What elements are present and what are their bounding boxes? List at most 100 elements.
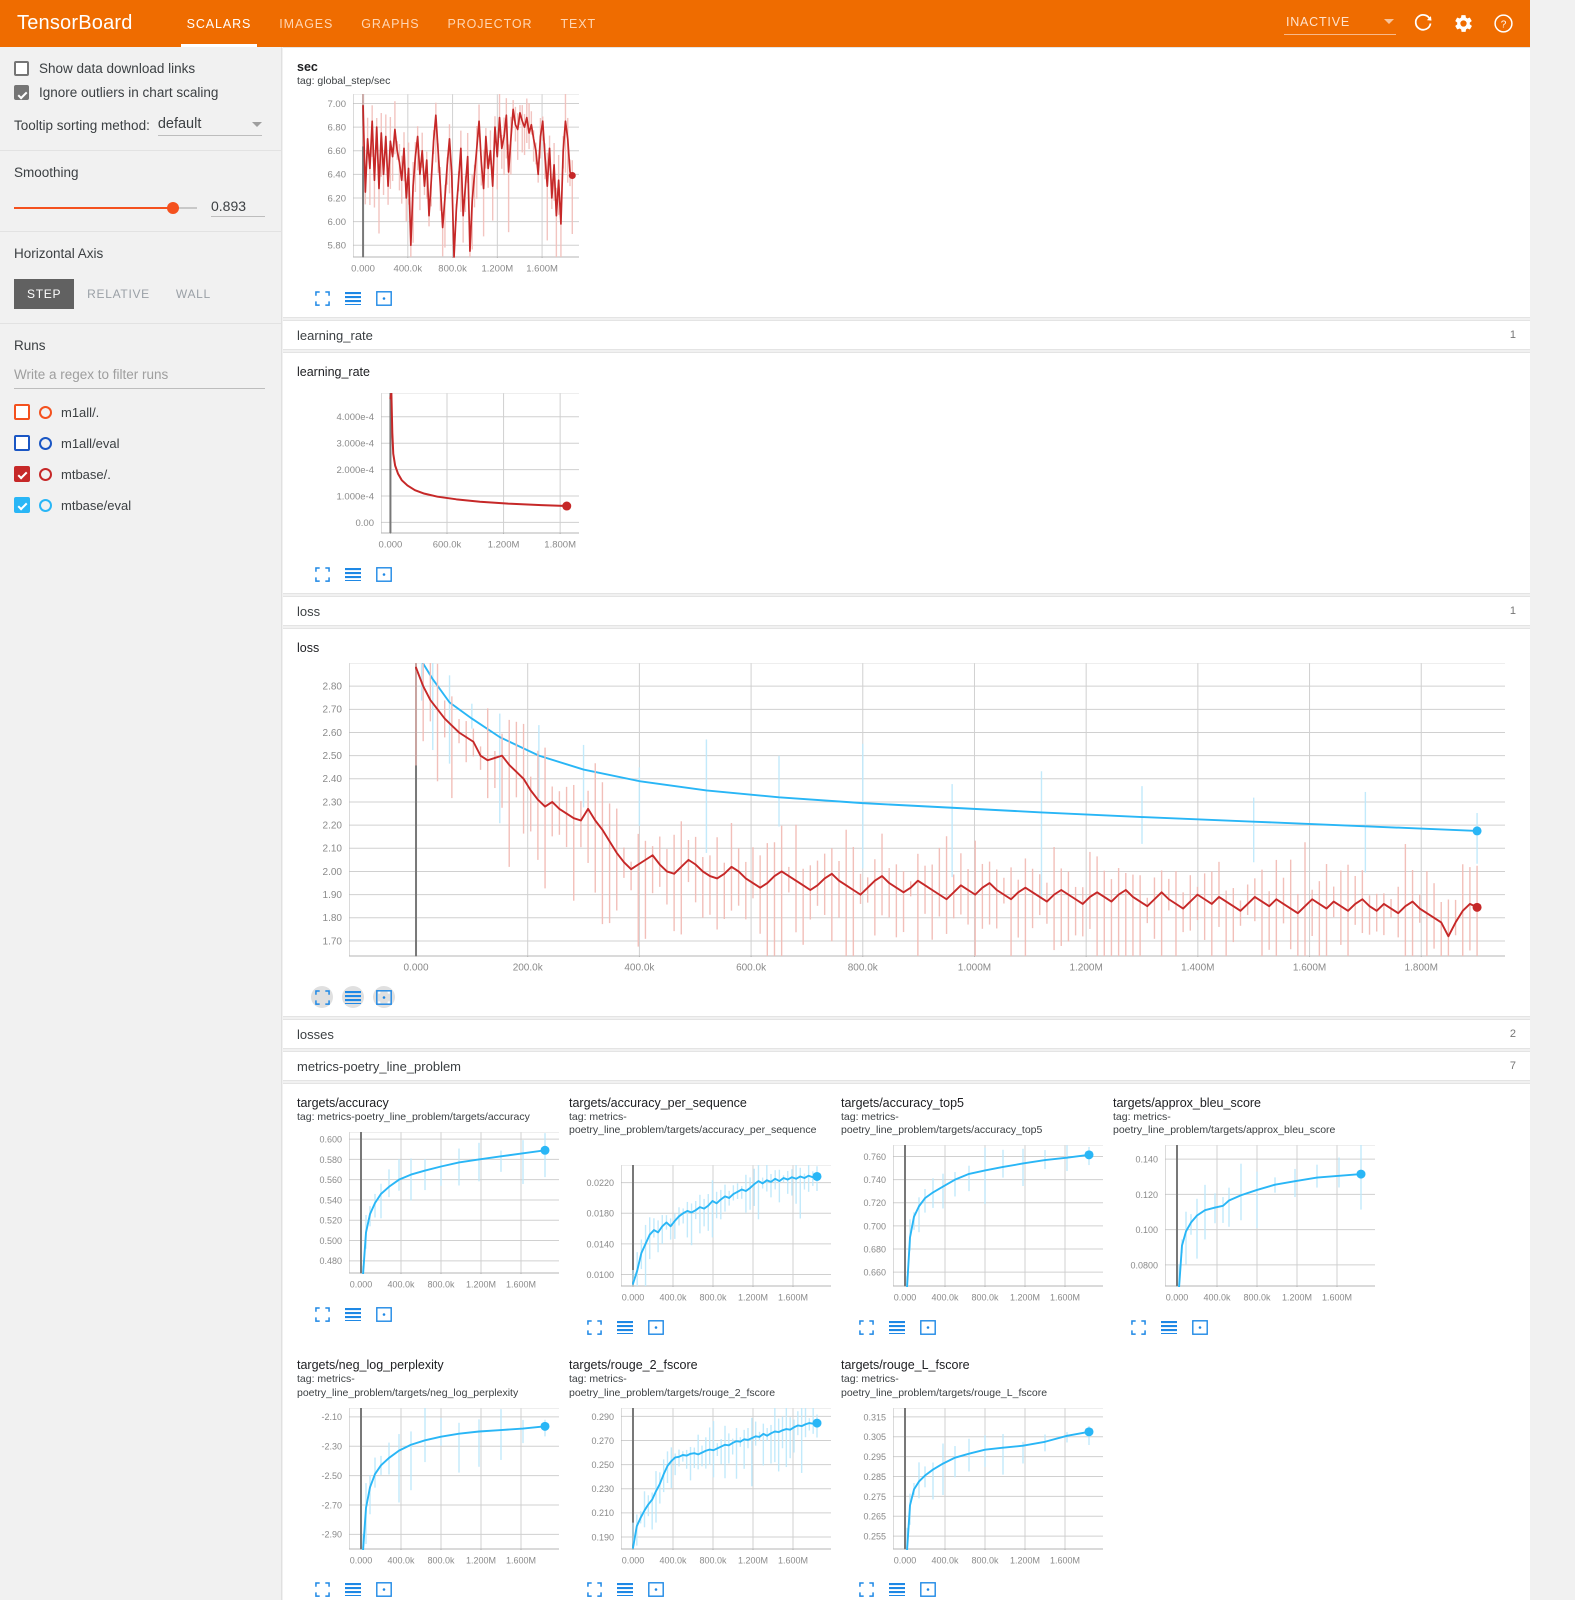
plot-loss[interactable]: 1.70 1.80 1.90 2.00 2.10 2.20 2.30 2.40 2.50 2.60…	[297, 655, 1519, 983]
axis-button-step[interactable]: STEP	[14, 279, 75, 309]
plot-targets_approx_bleu_score[interactable]: 0.0800 0.100 0.120 0.140 0.000 400.0k 800.0k 1.…	[1113, 1137, 1385, 1313]
series-band	[632, 1165, 818, 1287]
plot-targets_neg_log_perplexity[interactable]: -2.90 -2.70 -2.50 -2.30 -2.10 0.000 400.0k 800.…	[297, 1399, 569, 1575]
run-checkbox-icon[interactable]	[14, 497, 30, 513]
smoothing-slider[interactable]	[14, 201, 197, 215]
chart-toolbar	[841, 1579, 1099, 1600]
tab-projector[interactable]: PROJECTOR	[447, 16, 533, 31]
plot-targets_accuracy[interactable]: 0.480 0.500 0.520 0.540 0.560 0.580 0.600 0.000…	[297, 1124, 569, 1300]
axis-button-wall[interactable]: WALL	[175, 287, 211, 301]
chart-title: targets/rouge_2_fscore	[569, 1358, 698, 1373]
plot-sec[interactable]: 5.80 6.00 6.20 6.40 6.60 6.80 7.00 0.000 400.0k 8…	[297, 88, 587, 284]
run-row-2[interactable]: mtbase/.	[14, 466, 265, 482]
svg-text:3.000e-4: 3.000e-4	[336, 439, 374, 450]
toggle-lines-icon[interactable]	[614, 1579, 636, 1600]
checkbox-row-1[interactable]: Ignore outliers in chart scaling	[14, 85, 265, 100]
toggle-lines-icon[interactable]	[886, 1316, 908, 1338]
section-name: losses	[297, 1026, 334, 1042]
expand-icon[interactable]	[311, 986, 333, 1009]
run-status-dropdown[interactable]: INACTIVE	[1283, 13, 1396, 35]
expand-icon[interactable]	[855, 1579, 877, 1600]
expand-icon[interactable]	[311, 287, 333, 309]
run-checkbox-icon[interactable]	[14, 466, 30, 482]
smoothing-value[interactable]: 0.893	[211, 198, 265, 217]
toggle-lines-icon[interactable]	[342, 563, 364, 585]
toggle-lines-icon[interactable]	[342, 1303, 364, 1325]
series-band	[420, 663, 1478, 900]
toggle-lines-icon[interactable]	[614, 1316, 636, 1338]
section-header-metrics-poetry_line_problem[interactable]: metrics-poetry_line_problem 7	[283, 1051, 1530, 1082]
run-color-circle-icon[interactable]	[39, 405, 52, 419]
series-line	[1178, 1173, 1362, 1290]
run-color-circle-icon[interactable]	[39, 498, 52, 512]
toggle-lines-icon[interactable]	[342, 287, 364, 309]
expand-icon[interactable]	[311, 563, 333, 585]
axis-button-relative[interactable]: RELATIVE	[87, 287, 150, 301]
reset-zoom-icon[interactable]	[645, 1316, 667, 1338]
checkbox-row-0[interactable]: Show data download links	[14, 61, 265, 76]
gear-icon[interactable]	[1450, 11, 1476, 37]
toggle-lines-icon[interactable]	[342, 986, 364, 1009]
last-point-marker	[540, 1146, 550, 1156]
svg-text:800.0k: 800.0k	[438, 264, 467, 275]
section-header-loss[interactable]: loss 1	[283, 596, 1530, 627]
reset-zoom-icon[interactable]	[917, 1316, 939, 1338]
reset-zoom-icon[interactable]	[1189, 1316, 1211, 1338]
metrics-cell: targets/rouge_2_fscore tag: metrics-poetr…	[555, 1358, 841, 1600]
toggle-lines-icon[interactable]	[886, 1579, 908, 1600]
section-header-losses[interactable]: losses 2	[283, 1019, 1530, 1050]
metrics-cell: targets/accuracy_per_sequence tag: metric…	[555, 1096, 841, 1338]
section-header-learning_rate[interactable]: learning_rate 1	[283, 320, 1530, 351]
svg-text:1.200M: 1.200M	[1069, 963, 1102, 974]
plot-targets_rouge_2_fscore[interactable]: 0.190 0.210 0.230 0.250 0.270 0.290 0.000 400.0…	[569, 1399, 841, 1575]
expand-icon[interactable]	[311, 1579, 333, 1600]
svg-text:0.000: 0.000	[350, 1555, 373, 1565]
reset-zoom-icon[interactable]	[373, 986, 395, 1009]
expand-icon[interactable]	[583, 1316, 605, 1338]
run-row-3[interactable]: mtbase/eval	[14, 497, 265, 513]
reset-zoom-icon[interactable]	[373, 1579, 395, 1600]
toggle-lines-icon[interactable]	[1158, 1316, 1180, 1338]
reset-zoom-icon[interactable]	[373, 287, 395, 309]
tooltip-sorting-select[interactable]: default	[157, 116, 262, 136]
expand-icon[interactable]	[311, 1303, 333, 1325]
plot-learning_rate[interactable]: 0.00 1.000e-4 2.000e-4 3.000e-4 4.000e-4 0.00…	[297, 379, 587, 560]
refresh-icon[interactable]	[1410, 11, 1436, 37]
tab-graphs[interactable]: GRAPHS	[361, 16, 420, 31]
run-label: mtbase/eval	[61, 497, 132, 513]
reset-zoom-icon[interactable]	[373, 1303, 395, 1325]
series-line	[906, 1430, 1090, 1552]
plot-targets_accuracy_per_sequence[interactable]: 0.0100 0.0140 0.0180 0.0220 0.000 400.0k 800.0…	[569, 1137, 841, 1313]
expand-icon[interactable]	[1127, 1316, 1149, 1338]
reset-zoom-icon[interactable]	[645, 1579, 667, 1600]
section-count: 7	[1509, 1060, 1516, 1073]
svg-text:1.600M: 1.600M	[778, 1293, 808, 1303]
chart-tag: tag: metrics-poetry_line_problem/targets…	[297, 1111, 530, 1124]
section-count: 1	[1509, 605, 1516, 618]
run-row-1[interactable]: m1all/eval	[14, 435, 265, 451]
help-icon[interactable]: ?	[1490, 11, 1516, 37]
toggle-lines-icon[interactable]	[342, 1579, 364, 1600]
runs-filter-input[interactable]	[14, 363, 265, 389]
run-checkbox-icon[interactable]	[14, 404, 30, 420]
svg-text:800.0k: 800.0k	[699, 1293, 727, 1303]
tab-text[interactable]: TEXT	[560, 16, 597, 31]
reset-zoom-icon[interactable]	[917, 1579, 939, 1600]
slider-knob[interactable]	[167, 201, 180, 214]
svg-text:1.600M: 1.600M	[1050, 1293, 1080, 1303]
run-color-circle-icon[interactable]	[39, 436, 52, 450]
tab-scalars[interactable]: SCALARS	[173, 0, 266, 47]
run-checkbox-icon[interactable]	[14, 435, 30, 451]
svg-text:-2.70: -2.70	[321, 1500, 342, 1510]
checkbox-icon[interactable]	[14, 61, 29, 76]
expand-icon[interactable]	[583, 1579, 605, 1600]
plot-targets_rouge_L_fscore[interactable]: 0.255 0.265 0.275 0.285 0.295 0.305 0.315 0.000…	[841, 1399, 1113, 1575]
run-color-circle-icon[interactable]	[39, 467, 52, 481]
svg-text:0.560: 0.560	[319, 1175, 342, 1185]
expand-icon[interactable]	[855, 1316, 877, 1338]
tab-images[interactable]: IMAGES	[279, 16, 334, 31]
checkbox-icon[interactable]	[14, 85, 29, 100]
plot-targets_accuracy_top5[interactable]: 0.660 0.680 0.700 0.720 0.740 0.760 0.000 400.0…	[841, 1137, 1113, 1313]
reset-zoom-icon[interactable]	[373, 563, 395, 585]
run-row-0[interactable]: m1all/.	[14, 404, 265, 420]
